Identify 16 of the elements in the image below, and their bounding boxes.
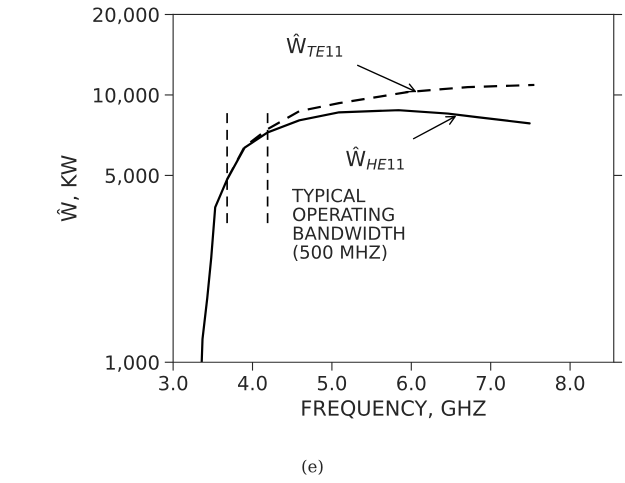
text: (e) [302,460,323,475]
x-tick-label: 7.0 [476,376,505,390]
annotation: Ŵ$_{HE11}$ [346,146,404,170]
x-tick-label: 5.0 [318,376,346,390]
y-tick-label: 20,000 [93,7,159,24]
x-axis-title: FREQUENCY, GHZ [302,400,486,418]
x-tick-label: 8.0 [556,376,584,390]
y-tick-label: 1,000 [106,355,159,372]
annotation: TYPICAL OPERATING BANDWIDTH (500 MHZ) [292,188,404,262]
x-tick-label: 6.0 [397,376,426,390]
y-axis-title: Ŵ, KW [56,155,79,222]
x-tick-label: 3.0 [159,376,188,390]
y-tick-label: 10,000 [94,88,159,105]
annotation: Ŵ$_{TE11}$ [286,34,342,57]
x-tick-label: 4.0 [238,376,267,390]
y-tick-label: 5,000 [106,168,159,186]
